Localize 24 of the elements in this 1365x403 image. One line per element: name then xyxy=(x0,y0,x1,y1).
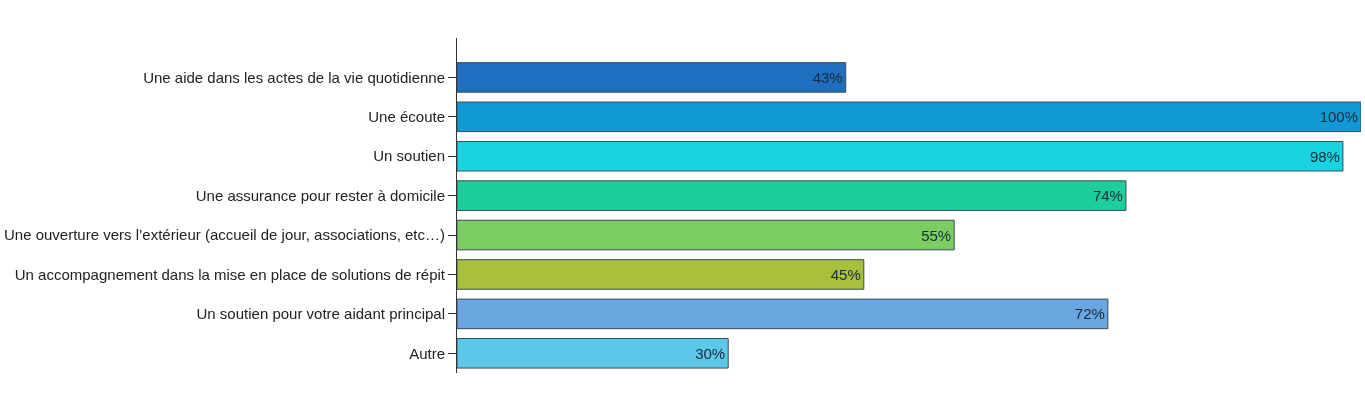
bar xyxy=(457,101,1361,133)
data-label: 43% xyxy=(812,68,843,86)
data-label: 74% xyxy=(1092,187,1123,205)
data-label: 98% xyxy=(1309,147,1340,165)
data-label: 55% xyxy=(921,226,952,244)
y-tick-label: Une ouverture vers l’extérieur (accueil de jour, associations, etc…) xyxy=(3,226,445,244)
y-tick-label: Une écoute xyxy=(368,108,445,126)
bar xyxy=(457,298,1109,330)
data-label: 45% xyxy=(830,265,861,283)
bar xyxy=(457,338,729,369)
bar xyxy=(457,259,865,290)
bar xyxy=(457,62,847,93)
y-tick-label: Un soutien xyxy=(373,147,445,165)
y-tick-label: Une assurance pour rester à domicile xyxy=(195,186,445,204)
bar xyxy=(457,219,955,251)
bar xyxy=(457,140,1344,172)
bar xyxy=(457,180,1127,211)
data-label: 100% xyxy=(1319,108,1358,126)
y-tick-label: Une aide dans les actes de la vie quotidienne xyxy=(143,68,445,86)
data-label: 30% xyxy=(695,344,726,362)
y-tick-label: Autre xyxy=(409,344,445,362)
y-tick-label: Un soutien pour votre aidant principal xyxy=(196,305,445,323)
data-label: 72% xyxy=(1074,305,1105,323)
y-tick-label: Un accompagnement dans la mise en place de solutions de répit xyxy=(14,265,446,283)
